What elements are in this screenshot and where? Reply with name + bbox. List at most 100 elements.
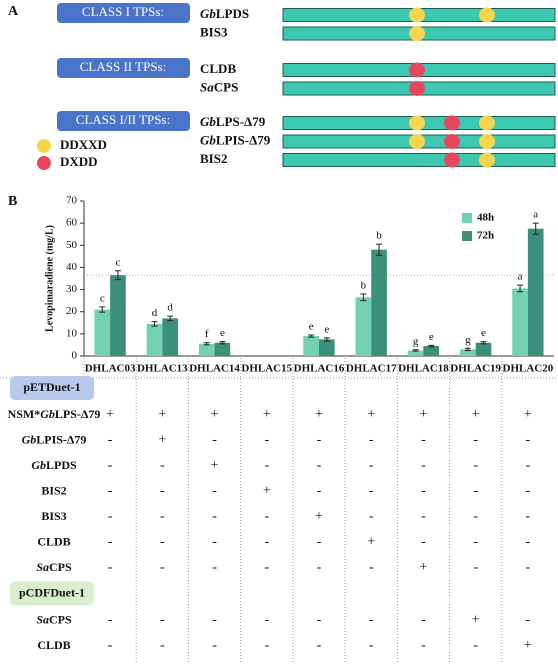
text-part: CPS	[49, 612, 72, 626]
text-part: LPIS-Δ79	[36, 432, 86, 446]
table-cell: -	[160, 458, 165, 473]
motif-dot	[479, 134, 495, 149]
row-label: CLDB	[37, 534, 70, 548]
text-part: Gb	[200, 132, 216, 147]
significance-letter: d	[167, 302, 173, 314]
row-label: BIS2	[41, 483, 66, 497]
table-cell: -	[526, 484, 531, 499]
class-box	[57, 58, 190, 78]
error-bar	[99, 306, 106, 313]
text-part: Gb	[200, 6, 216, 21]
gene-label: SaCPS	[200, 79, 238, 94]
y-axis-label: Levopimaradiene (mg/L)	[44, 225, 55, 332]
table-cell: -	[108, 560, 113, 575]
text-part: Sa	[36, 560, 49, 574]
table-cell: -	[526, 433, 531, 448]
x-tick-label: DHLAC17	[346, 363, 397, 375]
text-part: CLDB	[37, 534, 70, 548]
bar	[423, 346, 440, 356]
table-cell: -	[160, 509, 165, 524]
error-bar	[323, 337, 330, 342]
table-cell: +	[524, 407, 532, 422]
table-cell: -	[317, 560, 322, 575]
legend-dot	[37, 156, 51, 170]
table-cell: -	[264, 613, 269, 628]
text-part: Gb	[200, 114, 216, 129]
bar	[407, 350, 424, 356]
table-cell: +	[524, 638, 532, 653]
y-tick-label: 10	[66, 327, 78, 339]
error-bar	[114, 270, 121, 281]
y-tick-label: 30	[66, 283, 78, 295]
table-cell: +	[211, 458, 219, 473]
gene-label: GbLPIS-Δ79	[200, 132, 271, 147]
gene-label: GbLPDS	[200, 6, 249, 21]
text-part: LPDS	[216, 6, 249, 21]
table-cell: -	[212, 433, 217, 448]
bar	[527, 228, 544, 356]
text-part: CPS	[214, 79, 239, 94]
section-title: pCDFDuet-1	[19, 585, 85, 599]
bar	[146, 323, 163, 356]
x-tick-label: DHLAC18	[398, 363, 449, 375]
row-label: CLDB	[37, 638, 70, 652]
table-cell: -	[421, 535, 426, 550]
table-cell: -	[212, 638, 217, 653]
table-cell: +	[472, 407, 480, 422]
y-tick-label: 60	[66, 217, 78, 229]
significance-letter: d	[152, 307, 158, 319]
y-tick-label: 50	[66, 239, 78, 251]
y-tick-label: 70	[66, 195, 78, 207]
significance-letter: b	[361, 280, 367, 292]
table-cell: -	[108, 638, 113, 653]
section-box	[10, 581, 94, 606]
text-part: Gb	[31, 458, 46, 472]
legend-label: DDXXD	[60, 137, 107, 152]
table-cell: -	[421, 458, 426, 473]
significance-letter: c	[100, 292, 105, 304]
bar	[460, 349, 476, 356]
text-part: LPS-Δ79	[55, 407, 101, 421]
table-cell: -	[160, 484, 165, 499]
error-bar	[480, 341, 487, 345]
table-cell: -	[264, 509, 269, 524]
text-part: CLDB	[37, 638, 70, 652]
table-cell: -	[108, 433, 113, 448]
table-cell: -	[369, 509, 374, 524]
table-cell: -	[473, 509, 478, 524]
table-cell: -	[317, 433, 322, 448]
table-cell: +	[367, 535, 375, 550]
y-tick-label: 0	[72, 350, 78, 362]
bar	[475, 342, 492, 356]
bar	[110, 275, 126, 356]
x-tick-label: DHLAC13	[137, 363, 188, 375]
bar	[214, 342, 231, 356]
text-part: Gb	[40, 407, 55, 421]
text-part: Sa	[36, 612, 49, 626]
table-cell: +	[472, 613, 480, 628]
table-cell: +	[315, 509, 323, 524]
row-label: SaCPS	[36, 612, 72, 626]
x-tick-label: DHLAC14	[189, 363, 240, 375]
table-cell: -	[526, 560, 531, 575]
table-cell: -	[264, 433, 269, 448]
table-cell: -	[369, 613, 374, 628]
table-cell: +	[263, 484, 271, 499]
motif-dot	[409, 7, 425, 23]
error-bar	[167, 315, 174, 322]
table-cell: -	[526, 458, 531, 473]
table-cell: -	[473, 433, 478, 448]
text-part: BIS3	[200, 24, 228, 39]
table-cell: -	[421, 613, 426, 628]
significance-letter: e	[481, 327, 486, 339]
table-cell: -	[108, 484, 113, 499]
gene-label: CLDB	[200, 61, 236, 76]
motif-dot	[409, 134, 425, 149]
legend-swatch	[462, 231, 472, 241]
gene-label: GbLPS-Δ79	[200, 114, 266, 129]
class-title: CLASS I/II TPSs:	[76, 112, 170, 127]
table-cell: -	[108, 509, 113, 524]
significance-letter: g	[465, 334, 471, 346]
significance-letter: e	[324, 323, 329, 335]
motif-dot	[444, 152, 460, 168]
